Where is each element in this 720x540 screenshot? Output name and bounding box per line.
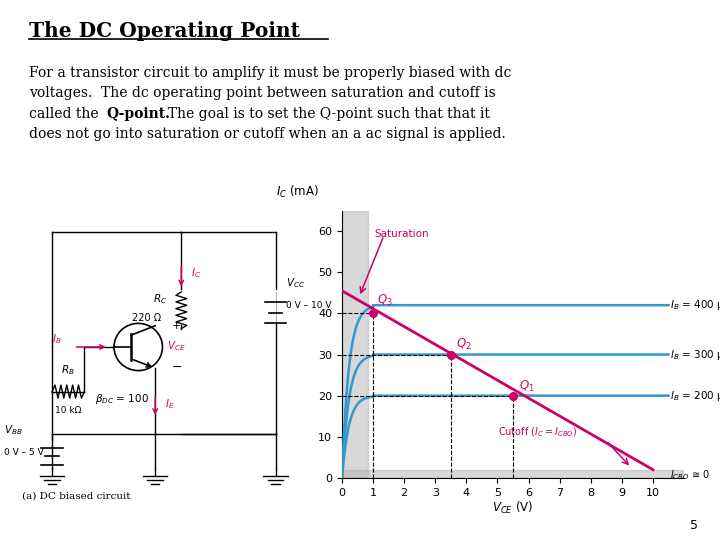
Text: 5: 5: [690, 519, 698, 532]
Text: Q-point.: Q-point.: [107, 107, 171, 121]
X-axis label: $V_{CE}$ (V): $V_{CE}$ (V): [492, 501, 534, 516]
Text: $R_B$: $R_B$: [61, 363, 75, 377]
Text: $I_B$: $I_B$: [52, 332, 62, 346]
Text: $V_{CC}$: $V_{CC}$: [287, 276, 305, 291]
Text: −: −: [172, 361, 182, 374]
Text: called the: called the: [29, 107, 103, 121]
Text: Cutoff ($I_C = I_{CBO}$): Cutoff ($I_C = I_{CBO}$): [498, 425, 577, 439]
Text: $V_{CE}$: $V_{CE}$: [166, 340, 185, 353]
Text: $I_{CBO}$ ≅ 0: $I_{CBO}$ ≅ 0: [670, 468, 710, 482]
Text: $I_E$: $I_E$: [165, 397, 175, 411]
Text: (a) DC biased circuit: (a) DC biased circuit: [22, 491, 130, 501]
Text: $Q_2$: $Q_2$: [456, 338, 472, 353]
Text: $R_C$: $R_C$: [153, 292, 167, 306]
Text: $Q_1$: $Q_1$: [518, 379, 534, 394]
Text: 0 V – 5 V: 0 V – 5 V: [4, 448, 43, 456]
Text: The goal is to set the Q-point such that that it: The goal is to set the Q-point such that…: [159, 107, 490, 121]
Text: voltages.  The dc operating point between saturation and cutoff is: voltages. The dc operating point between…: [29, 86, 495, 100]
Text: $I_B$ = 200 μA: $I_B$ = 200 μA: [670, 389, 720, 403]
Text: $I_B$ = 300 μA: $I_B$ = 300 μA: [670, 348, 720, 362]
Text: $V_{BB}$: $V_{BB}$: [4, 423, 22, 437]
Bar: [342, 470, 684, 478]
Text: The DC Operating Point: The DC Operating Point: [29, 21, 300, 40]
Bar: [342, 211, 369, 478]
Text: 220 Ω: 220 Ω: [132, 313, 161, 323]
Text: $I_B$ = 400 μA: $I_B$ = 400 μA: [670, 298, 720, 312]
Text: $Q_3$: $Q_3$: [377, 293, 392, 308]
Text: 10 kΩ: 10 kΩ: [55, 406, 81, 415]
Text: For a transistor circuit to amplify it must be properly biased with dc: For a transistor circuit to amplify it m…: [29, 66, 511, 80]
Text: 0 V – 10 V: 0 V – 10 V: [287, 301, 332, 309]
Text: $\beta_{DC}$ = 100: $\beta_{DC}$ = 100: [95, 392, 149, 406]
Y-axis label: $I_C$ (mA): $I_C$ (mA): [276, 184, 319, 200]
Text: +: +: [172, 321, 181, 330]
Text: does not go into saturation or cutoff when an a ac signal is applied.: does not go into saturation or cutoff wh…: [29, 127, 505, 141]
Text: Saturation: Saturation: [374, 229, 429, 239]
Text: $I_C$: $I_C$: [191, 266, 201, 280]
